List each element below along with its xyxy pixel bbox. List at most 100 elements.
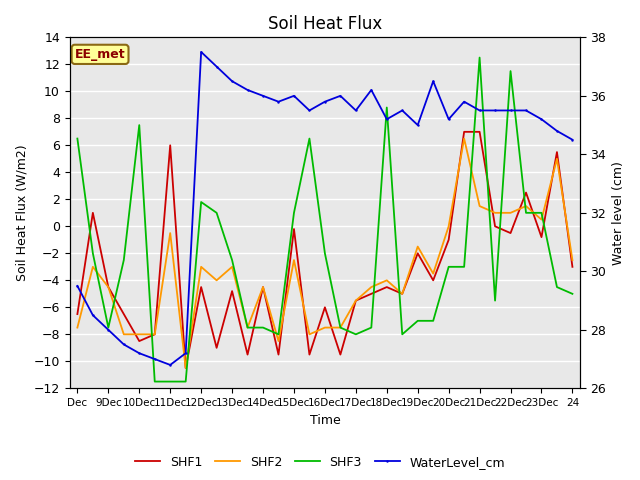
SHF2	[259, 284, 267, 290]
SHF3	[429, 318, 437, 324]
SHF3	[460, 264, 468, 270]
WaterLevel_cm	[259, 93, 267, 99]
WaterLevel_cm	[275, 99, 282, 105]
WaterLevel_cm	[182, 350, 189, 356]
SHF3	[414, 318, 422, 324]
Line: SHF1: SHF1	[77, 132, 572, 368]
WaterLevel_cm	[136, 350, 143, 356]
SHF3	[259, 324, 267, 330]
SHF2	[383, 277, 390, 283]
SHF2	[120, 332, 127, 337]
SHF2	[182, 365, 189, 371]
SHF3	[492, 298, 499, 303]
SHF3	[507, 68, 515, 74]
SHF1	[120, 311, 127, 317]
SHF2	[553, 156, 561, 162]
SHF2	[476, 203, 483, 209]
WaterLevel_cm	[399, 108, 406, 113]
WaterLevel_cm	[476, 108, 483, 113]
WaterLevel_cm	[166, 362, 174, 368]
SHF2	[321, 324, 329, 330]
SHF1	[212, 345, 220, 351]
SHF1	[399, 291, 406, 297]
SHF2	[492, 210, 499, 216]
SHF1	[507, 230, 515, 236]
WaterLevel_cm	[507, 108, 515, 113]
WaterLevel_cm	[228, 78, 236, 84]
SHF3	[321, 251, 329, 256]
SHF3	[228, 257, 236, 263]
SHF3	[352, 332, 360, 337]
SHF1	[352, 298, 360, 303]
SHF3	[337, 324, 344, 330]
SHF3	[367, 324, 375, 330]
WaterLevel_cm	[74, 283, 81, 289]
Legend: SHF1, SHF2, SHF3, WaterLevel_cm: SHF1, SHF2, SHF3, WaterLevel_cm	[130, 451, 510, 474]
WaterLevel_cm	[290, 93, 298, 99]
SHF1	[492, 224, 499, 229]
WaterLevel_cm	[538, 116, 545, 122]
SHF1	[182, 365, 189, 371]
SHF1	[104, 284, 112, 290]
SHF1	[538, 234, 545, 240]
SHF1	[290, 226, 298, 232]
SHF2	[104, 284, 112, 290]
SHF3	[104, 324, 112, 330]
SHF2	[367, 284, 375, 290]
WaterLevel_cm	[212, 64, 220, 70]
SHF2	[399, 291, 406, 297]
WaterLevel_cm	[568, 137, 576, 143]
SHF1	[244, 352, 252, 358]
SHF3	[197, 199, 205, 205]
WaterLevel_cm	[352, 108, 360, 113]
SHF3	[290, 210, 298, 216]
SHF2	[228, 264, 236, 270]
WaterLevel_cm	[445, 116, 452, 122]
SHF3	[89, 251, 97, 256]
SHF3	[553, 284, 561, 290]
SHF3	[399, 332, 406, 337]
Title: Soil Heat Flux: Soil Heat Flux	[268, 15, 382, 33]
SHF2	[197, 264, 205, 270]
SHF2	[568, 257, 576, 263]
WaterLevel_cm	[429, 78, 437, 84]
SHF3	[476, 55, 483, 60]
SHF3	[74, 136, 81, 142]
SHF2	[244, 324, 252, 330]
SHF3	[383, 105, 390, 110]
SHF3	[212, 210, 220, 216]
SHF2	[352, 298, 360, 303]
X-axis label: Time: Time	[310, 414, 340, 427]
WaterLevel_cm	[337, 93, 344, 99]
SHF2	[166, 230, 174, 236]
WaterLevel_cm	[305, 108, 313, 113]
SHF2	[74, 324, 81, 330]
SHF3	[305, 136, 313, 142]
SHF1	[460, 129, 468, 135]
SHF1	[383, 284, 390, 290]
SHF1	[337, 352, 344, 358]
WaterLevel_cm	[460, 99, 468, 105]
SHF1	[197, 284, 205, 290]
SHF1	[166, 143, 174, 148]
WaterLevel_cm	[120, 342, 127, 348]
WaterLevel_cm	[522, 108, 530, 113]
SHF3	[538, 210, 545, 216]
SHF2	[445, 224, 452, 229]
WaterLevel_cm	[197, 49, 205, 55]
SHF2	[460, 136, 468, 142]
SHF1	[305, 352, 313, 358]
SHF2	[507, 210, 515, 216]
SHF3	[275, 332, 282, 337]
SHF1	[414, 251, 422, 256]
WaterLevel_cm	[492, 108, 499, 113]
SHF1	[553, 149, 561, 155]
SHF1	[476, 129, 483, 135]
SHF2	[337, 324, 344, 330]
Line: WaterLevel_cm: WaterLevel_cm	[76, 51, 573, 366]
SHF1	[151, 332, 159, 337]
SHF3	[244, 324, 252, 330]
SHF3	[120, 257, 127, 263]
SHF1	[89, 210, 97, 216]
SHF1	[522, 190, 530, 195]
